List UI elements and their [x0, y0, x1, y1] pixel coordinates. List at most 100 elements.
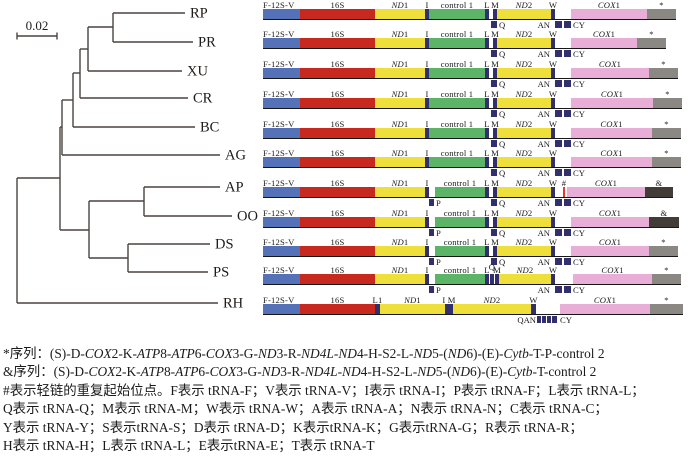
gene-label: F-12S-V: [263, 294, 295, 305]
trna-square: [429, 229, 434, 236]
tree-tip-label: PS: [213, 265, 229, 281]
gene-label: L: [484, 0, 490, 10]
gene-segment: [375, 98, 425, 108]
genome-baseline: [263, 255, 678, 258]
gene-label: COX1: [597, 0, 621, 10]
trna-square: [491, 140, 497, 147]
trna-square: [564, 110, 571, 117]
gene-segment: [497, 128, 551, 138]
gene-segment: [375, 157, 425, 167]
gene-segment: [497, 217, 551, 227]
trna-label: Q: [499, 197, 506, 208]
trna-label: P: [436, 256, 441, 267]
gene-segment: [435, 187, 485, 197]
caption-line: &序列：(S)-D-COX2-K-ATP8-ATP6-COX3-G-ND3-R-…: [3, 364, 597, 380]
trna-label: CY: [573, 48, 585, 59]
gene-label: ND2: [515, 88, 533, 99]
gene-segment: [571, 38, 637, 48]
trna-label: CY: [573, 167, 585, 178]
gene-segment: [263, 38, 300, 48]
trna-label: Q: [499, 48, 506, 59]
gene-segment: [375, 128, 425, 138]
gene-segment: [453, 304, 531, 314]
trna-square: [555, 21, 562, 28]
gene-label: F-12S-V: [263, 264, 295, 275]
gene-label: control 1: [440, 28, 474, 39]
tree-tip-label: OO: [237, 209, 258, 225]
gene-segment: [551, 98, 555, 108]
caption-line: H表示 tRNA-H；L表示 tRNA-L；E表示tRNA-E；T表示 tRNA…: [3, 438, 375, 454]
tree-tip-label: DS: [215, 237, 234, 253]
gene-label: control 1: [440, 58, 474, 69]
gene-label: COX1: [593, 294, 617, 305]
gene-label: ND1: [391, 177, 409, 188]
trna-square: [491, 199, 497, 206]
trna-square: [564, 229, 571, 236]
gene-segment: [499, 274, 551, 284]
genome-baseline: [263, 196, 673, 199]
gene-segment: [485, 246, 489, 256]
trna-square: [491, 258, 497, 265]
gene-segment: [567, 187, 645, 197]
gene-label: 16S: [330, 236, 345, 247]
trna-square: [564, 169, 571, 176]
caption-line: #表示轻链的重复起始位点。F表示 tRNA-F；V表示 tRNA-V；I表示 t…: [3, 382, 645, 398]
trna-square: [564, 21, 571, 28]
trna-label: CY: [573, 227, 585, 238]
gene-label: control 1: [440, 118, 474, 129]
gene-segment: [375, 246, 425, 256]
genome-baseline: [263, 283, 681, 286]
gene-segment: [551, 217, 555, 227]
gene-label: ND1: [391, 28, 409, 39]
gene-segment: [429, 98, 485, 108]
gene-segment: [375, 274, 425, 284]
gene-label: ND1: [391, 58, 409, 69]
gene-label: F-12S-V: [263, 118, 295, 129]
scale-bar-label: 0.02: [26, 18, 49, 33]
genome-baseline: [263, 107, 682, 110]
gene-label: ND2: [515, 177, 533, 188]
gene-segment: [380, 304, 445, 314]
trna-label: CY: [560, 314, 572, 325]
gene-label: ND2: [515, 207, 533, 218]
gene-label: *: [659, 0, 664, 10]
tree-tip-label: BC: [200, 120, 219, 136]
gene-label: 16S: [330, 294, 345, 305]
gene-segment: [497, 157, 551, 167]
gene-segment: [263, 128, 300, 138]
gene-label: #: [561, 177, 567, 188]
tree-tip-label: RH: [223, 296, 244, 312]
gene-label: L: [484, 236, 490, 247]
trna-label: CY: [573, 138, 585, 149]
gene-label: M: [491, 177, 499, 188]
gene-label: *: [661, 58, 666, 69]
gene-label: 16S: [330, 207, 345, 218]
gene-segment: [493, 217, 497, 227]
gene-segment: [429, 157, 485, 167]
gene-segment: [652, 128, 681, 138]
gene-label: control 1: [443, 177, 477, 188]
gene-segment: [263, 157, 300, 167]
genome-baseline: [263, 166, 681, 169]
trna-label: CY: [573, 284, 585, 295]
trna-label: Q: [499, 138, 506, 149]
gene-segment: [300, 68, 375, 78]
gene-segment: [551, 274, 555, 284]
gene-label: M: [491, 147, 499, 158]
gene-segment: [425, 274, 429, 284]
gene-label: I: [425, 0, 429, 10]
trna-square: [491, 169, 497, 176]
gene-label: I: [425, 264, 429, 275]
gene-segment: [647, 9, 676, 19]
gene-label: L: [484, 264, 490, 275]
trna-square: [429, 199, 434, 206]
gene-segment: [300, 9, 375, 19]
tree-tip-label: CR: [193, 91, 213, 107]
trna-label: Q: [499, 108, 506, 119]
gene-segment: [485, 157, 489, 167]
gene-segment: [425, 187, 429, 197]
gene-label: COX1: [600, 88, 624, 99]
gene-segment: [653, 98, 682, 108]
gene-segment: [571, 9, 647, 19]
